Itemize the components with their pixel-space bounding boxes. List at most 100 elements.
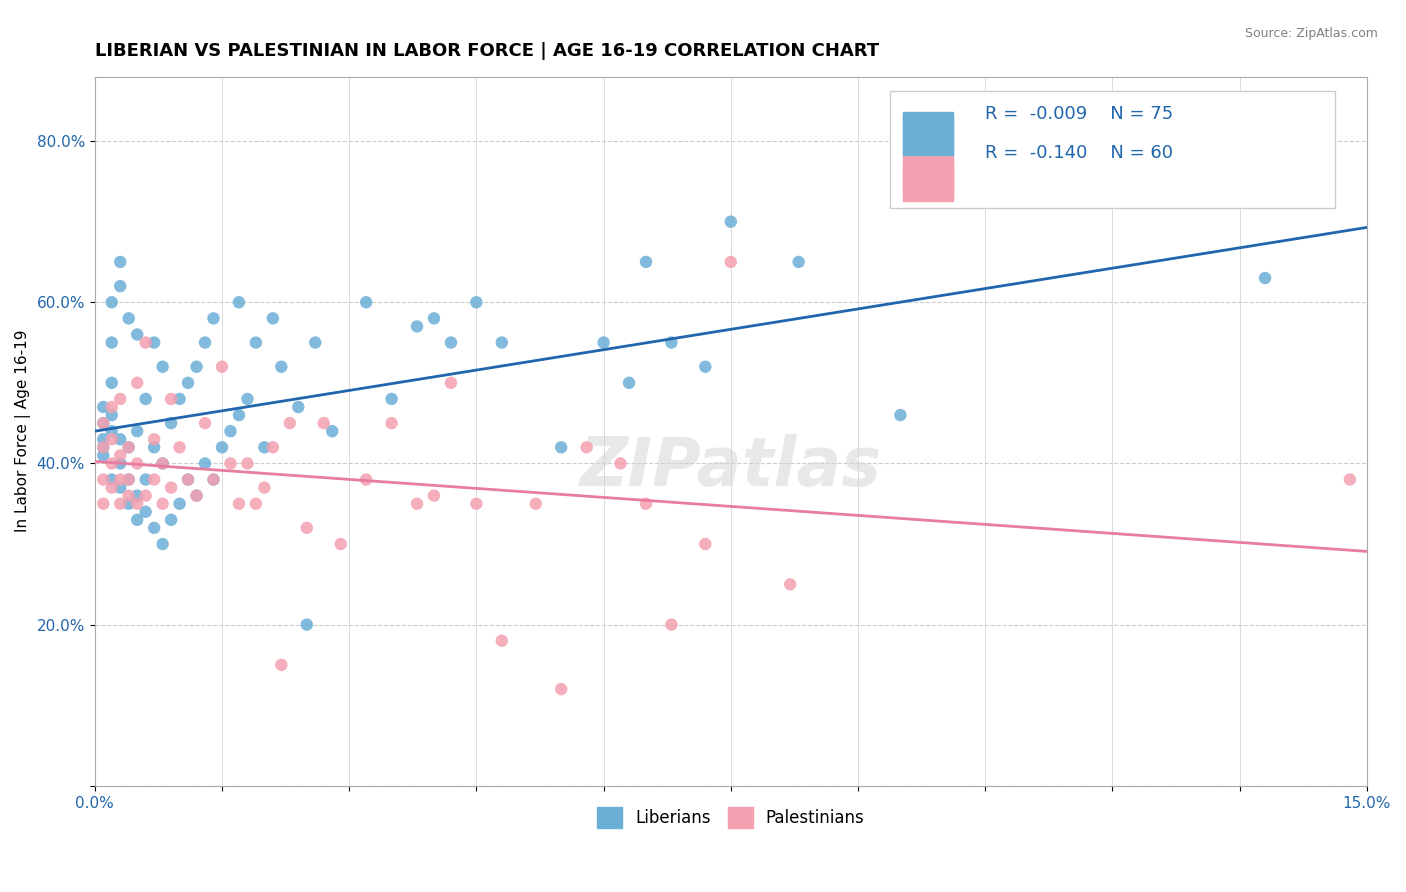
Text: R =  -0.140    N = 60: R = -0.140 N = 60 <box>986 144 1173 162</box>
Point <box>278 416 301 430</box>
Point <box>91 440 114 454</box>
Point <box>312 416 335 430</box>
Point <box>100 432 122 446</box>
Point <box>779 577 801 591</box>
Point <box>127 489 149 503</box>
Point <box>160 416 183 430</box>
Point <box>100 376 122 390</box>
Point <box>135 489 157 503</box>
Point <box>100 473 122 487</box>
Point <box>406 497 429 511</box>
Point <box>889 408 911 422</box>
Text: R =  -0.140    N = 60: R = -0.140 N = 60 <box>986 144 1173 162</box>
Point <box>135 335 157 350</box>
Point <box>110 473 132 487</box>
Point <box>295 617 318 632</box>
Point <box>617 376 640 390</box>
Point <box>661 617 683 632</box>
Point <box>100 335 122 350</box>
Point <box>118 311 141 326</box>
Point <box>575 440 598 454</box>
Point <box>491 633 513 648</box>
Point <box>194 457 217 471</box>
Point <box>91 449 114 463</box>
Point <box>219 424 242 438</box>
Text: ZIPatlas: ZIPatlas <box>579 434 882 500</box>
Point <box>262 440 284 454</box>
Point <box>91 416 114 430</box>
Point <box>118 489 141 503</box>
Point <box>440 335 463 350</box>
Point <box>253 440 276 454</box>
Point <box>100 295 122 310</box>
Point <box>270 359 292 374</box>
Point <box>100 408 122 422</box>
Point <box>110 432 132 446</box>
Point <box>550 440 572 454</box>
Point <box>127 513 149 527</box>
Bar <box>903 154 953 197</box>
Point <box>110 392 132 406</box>
Point <box>118 473 141 487</box>
Point <box>100 400 122 414</box>
Point <box>186 359 208 374</box>
Point <box>91 400 114 414</box>
Point <box>202 311 225 326</box>
Point <box>465 295 488 310</box>
Point <box>354 473 377 487</box>
Point <box>245 497 267 511</box>
Point <box>110 497 132 511</box>
Point <box>491 335 513 350</box>
Point <box>186 489 208 503</box>
Point <box>211 440 233 454</box>
Point <box>143 432 166 446</box>
Y-axis label: In Labor Force | Age 16-19: In Labor Force | Age 16-19 <box>15 330 31 533</box>
Point <box>609 457 631 471</box>
Point <box>211 359 233 374</box>
Point <box>634 497 657 511</box>
Point <box>110 279 132 293</box>
Point <box>127 327 149 342</box>
Point <box>110 255 132 269</box>
Point <box>118 473 141 487</box>
Point <box>634 255 657 269</box>
Point <box>110 449 132 463</box>
Point <box>91 432 114 446</box>
Point <box>381 392 404 406</box>
Point <box>169 392 191 406</box>
Point <box>381 416 404 430</box>
Point <box>110 457 132 471</box>
Point <box>135 505 157 519</box>
FancyBboxPatch shape <box>890 91 1336 208</box>
Point <box>329 537 352 551</box>
Point <box>143 335 166 350</box>
Point <box>661 335 683 350</box>
Point <box>127 457 149 471</box>
Point <box>91 497 114 511</box>
Point <box>118 440 141 454</box>
Point <box>720 214 742 228</box>
Point <box>787 255 810 269</box>
Point <box>287 400 309 414</box>
Point <box>169 497 191 511</box>
Text: R =  -0.009    N = 75: R = -0.009 N = 75 <box>986 105 1174 123</box>
Point <box>253 481 276 495</box>
Point <box>245 335 267 350</box>
Text: R =  -0.009    N = 75: R = -0.009 N = 75 <box>986 105 1174 123</box>
Text: LIBERIAN VS PALESTINIAN IN LABOR FORCE | AGE 16-19 CORRELATION CHART: LIBERIAN VS PALESTINIAN IN LABOR FORCE |… <box>94 42 879 60</box>
Point <box>160 481 183 495</box>
Point <box>152 497 174 511</box>
Point <box>354 295 377 310</box>
Point <box>152 359 174 374</box>
Point <box>135 392 157 406</box>
Point <box>127 497 149 511</box>
Point <box>228 497 250 511</box>
Point <box>1254 271 1277 285</box>
Point <box>152 537 174 551</box>
Point <box>295 521 318 535</box>
Point <box>321 424 343 438</box>
Point <box>100 457 122 471</box>
Point <box>262 311 284 326</box>
Point <box>465 497 488 511</box>
Point <box>177 473 200 487</box>
